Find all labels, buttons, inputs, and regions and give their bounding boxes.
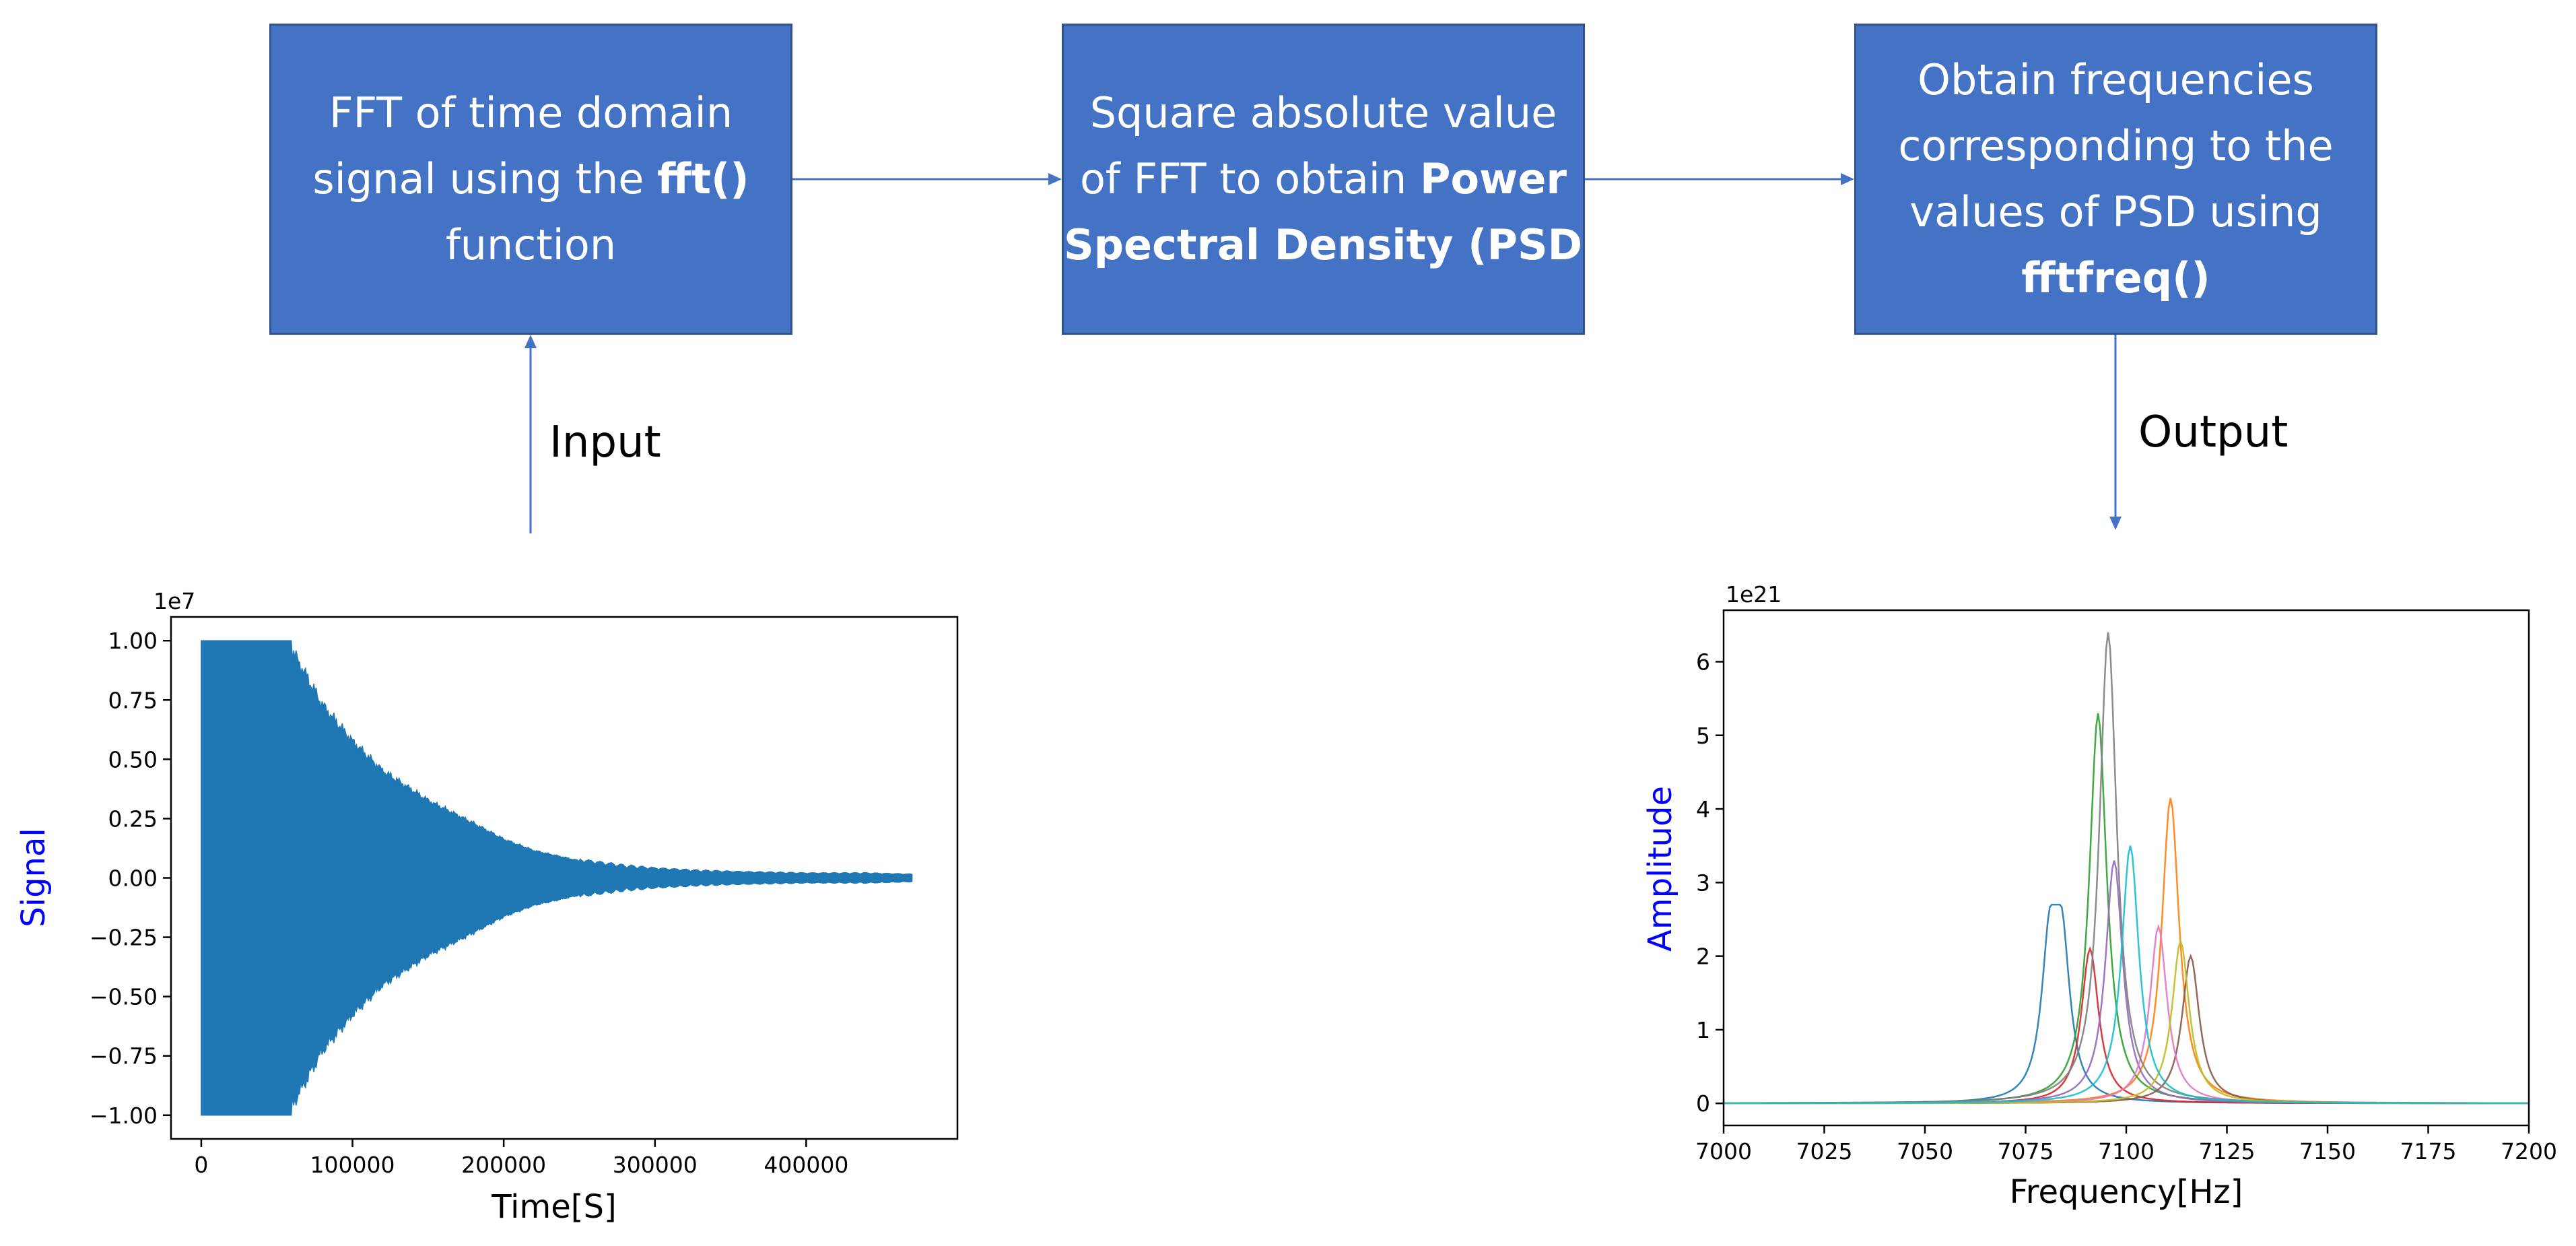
psd-chart-frame — [1722, 609, 2530, 1127]
psd-x-tick-label: 7075 — [1998, 1138, 2054, 1165]
psd-x-tick-label: 7050 — [1897, 1138, 1953, 1165]
signal-x-tick-label: 200000 — [461, 1152, 546, 1178]
psd-step-line2: of FFT to obtain Power — [1064, 146, 1583, 212]
psd-step-box: Square absolute value of FFT to obtain P… — [1062, 24, 1601, 335]
arrow-box2-to-box3-head — [1841, 173, 1854, 185]
psd-y-tick-label: 4 — [1696, 796, 1710, 822]
fft-step-box: FFT of time domain signal using the fft(… — [269, 24, 792, 335]
psd-x-tick-label: 7000 — [1695, 1138, 1752, 1165]
psd-x-tick-label: 7150 — [2299, 1138, 2356, 1165]
signal-y-tick-label: 0.75 — [108, 687, 158, 713]
signal-x-tick-label: 0 — [194, 1152, 208, 1178]
psd-series-line-8 — [1724, 632, 2529, 1105]
signal-offset-label: 1e7 — [154, 588, 195, 614]
psd-y-tick-label: 6 — [1696, 649, 1710, 676]
psd-series-line-7 — [1724, 923, 2529, 1105]
psd-y-tick-label: 5 — [1696, 723, 1710, 749]
psd-x-tick-label: 7025 — [1796, 1138, 1853, 1165]
signal-y-tick-label: 0.50 — [108, 746, 158, 773]
psd-x-tick-label: 7175 — [2400, 1138, 2457, 1165]
fft-step-line3: function — [445, 220, 617, 269]
arrow-box1-to-box2-head — [1048, 173, 1062, 185]
psd-x-tick-label: 7100 — [2098, 1138, 2155, 1165]
psd-series-line-4 — [1724, 946, 2529, 1105]
psd-series-line-3 — [1724, 713, 2529, 1105]
psd-plot-area — [1724, 632, 2530, 1105]
psd-y-tick-label: 0 — [1696, 1090, 1710, 1117]
signal-chart-ticks: 0 100000 200000 300000 400000 1.00 0.75 0.50 0.2… — [90, 628, 849, 1178]
psd-x-tick-label: 7125 — [2199, 1138, 2256, 1165]
psd-series-line-9 — [1724, 939, 2529, 1105]
psd-step-bold-density: Spectral Density (PSD) — [1064, 220, 1602, 269]
fft-function-name: fft() — [657, 154, 749, 203]
psd-y-axis-label: Amplitude — [1641, 786, 1679, 952]
psd-x-axis-label: Frequency[Hz] — [2010, 1173, 2243, 1211]
signal-plot-area — [201, 640, 913, 1116]
fftfreq-function-name: fftfreq() — [2021, 253, 2210, 302]
fftfreq-step-line1: Obtain frequencies — [1918, 55, 2314, 104]
psd-series-line-10 — [1724, 845, 2530, 1105]
signal-waveform — [201, 640, 913, 1116]
fftfreq-step-line3: values of PSD using — [1909, 187, 2322, 236]
fft-step-line2-text: signal using the — [312, 154, 658, 203]
psd-y-tick-label: 2 — [1696, 944, 1710, 970]
signal-chart: 0 100000 200000 300000 400000 1.00 0.75 0.50 0.2… — [15, 588, 959, 1226]
psd-step-line1: Square absolute value — [1089, 88, 1557, 137]
signal-y-tick-label: 0.00 — [108, 865, 158, 892]
signal-y-tick-label: 0.25 — [108, 806, 158, 832]
signal-y-tick-label: −0.25 — [90, 925, 158, 951]
signal-y-tick-label: 1.00 — [108, 628, 158, 654]
psd-chart-ticks: 7000 7025 7050 7075 7100 7125 7150 7175 7200 0 1 2 3… — [1695, 649, 2557, 1165]
arrow-box3-to-output-head — [2109, 517, 2122, 530]
fftfreq-step-line4: fftfreq() — [1856, 245, 2375, 311]
arrow-input-to-box1-head — [524, 335, 537, 348]
signal-x-tick-label: 100000 — [310, 1152, 395, 1178]
signal-y-axis-label: Signal — [15, 828, 53, 927]
psd-chart: 7000 7025 7050 7075 7100 7125 7150 7175 7200 0 1 2 3… — [1641, 581, 2557, 1211]
signal-x-axis-label: Time[S] — [491, 1188, 616, 1226]
fft-step-line1: FFT of time domain — [329, 88, 733, 137]
psd-step-line3: Spectral Density (PSD) — [1064, 212, 1601, 278]
signal-y-tick-label: −0.50 — [90, 984, 158, 1010]
signal-y-tick-label: −0.75 — [90, 1043, 158, 1070]
signal-x-tick-label: 400000 — [764, 1152, 848, 1178]
psd-step-bold-power: Power — [1420, 154, 1567, 203]
input-label: Input — [549, 418, 661, 467]
psd-offset-label: 1e21 — [1726, 581, 1782, 608]
output-label: Output — [2138, 407, 2289, 457]
fftfreq-step-box: Obtain frequencies corresponding to the … — [1854, 24, 2377, 335]
psd-step-line2-text: of FFT to obtain — [1079, 154, 1421, 203]
psd-x-tick-label: 7200 — [2501, 1138, 2557, 1165]
psd-y-tick-label: 3 — [1696, 870, 1710, 896]
fft-step-line2: signal using the fft() — [271, 146, 790, 212]
psd-y-tick-label: 1 — [1696, 1017, 1710, 1043]
signal-y-tick-label: −1.00 — [90, 1103, 158, 1129]
signal-x-tick-label: 300000 — [613, 1152, 698, 1178]
flow-arrows — [524, 173, 2122, 533]
fftfreq-step-line2: corresponding to the — [1898, 121, 2334, 170]
